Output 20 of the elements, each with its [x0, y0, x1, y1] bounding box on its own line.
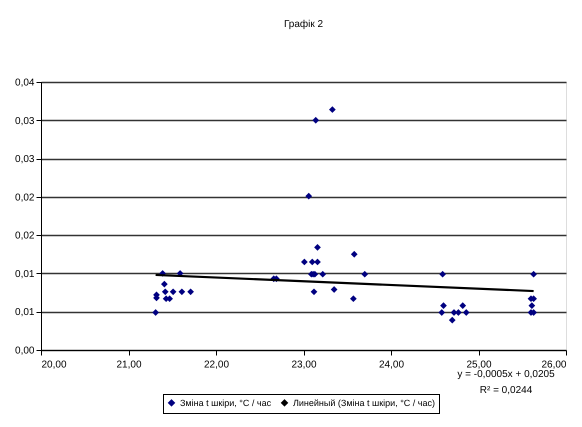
y-tick-label: 0,02 — [15, 192, 35, 204]
y-tick-label: 0,01 — [15, 268, 35, 280]
x-tick-label: 21,00 — [116, 360, 142, 370]
x-tick-label: 22,00 — [204, 360, 230, 370]
x-tick-label: 25,00 — [466, 360, 492, 370]
x-tick-label: 24,00 — [378, 360, 404, 370]
text: R² = 0,0244 — [480, 385, 533, 396]
x-tick-label: 20,00 — [42, 360, 67, 370]
y-tick-label: 0,03 — [15, 154, 35, 166]
legend-label: Зміна t шкіри, °С / час — [180, 398, 272, 408]
legend-label: Линейный (Зміна t шкіри, °С / час) — [293, 398, 435, 408]
y-tick-label: 0,04 — [15, 78, 35, 88]
chart-title: Графік 2 — [284, 19, 324, 30]
y-tick-label: 0,00 — [15, 346, 35, 356]
y-tick-label: 0,01 — [15, 307, 35, 318]
x-tick-label: 23,00 — [291, 360, 317, 370]
text: y = -0,0005x + 0,0205 — [457, 369, 556, 380]
x-tick-label: 26,00 — [541, 360, 567, 370]
y-tick-label: 0,03 — [15, 116, 35, 127]
y-tick-label: 0,02 — [15, 230, 35, 242]
